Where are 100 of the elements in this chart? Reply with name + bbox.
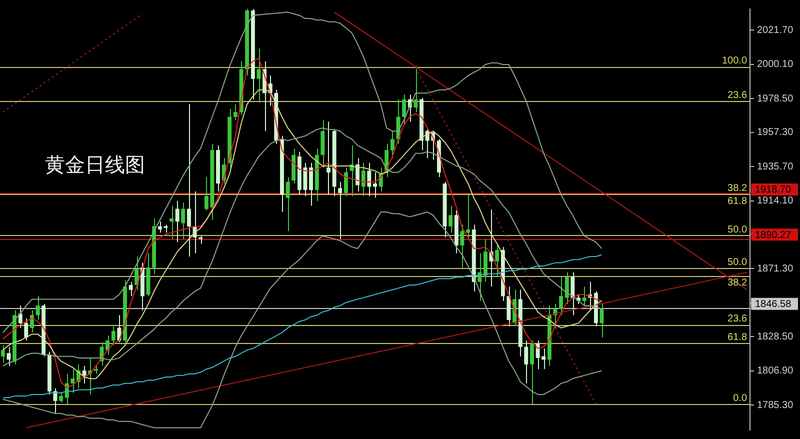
candlestick <box>262 60 266 132</box>
candlestick <box>373 172 377 198</box>
candlestick <box>128 281 133 297</box>
y-tick-label: 1871.30 <box>757 263 794 274</box>
candlestick <box>478 252 482 302</box>
candlestick <box>216 144 220 192</box>
candlestick <box>344 167 348 197</box>
candlestick <box>36 296 40 320</box>
candlestick <box>408 94 412 122</box>
y-tick-label: 1785.30 <box>757 400 794 411</box>
candlestick <box>378 167 383 192</box>
candlestick <box>24 318 28 342</box>
annotation: 38.2 <box>728 183 748 194</box>
candlestick <box>175 200 180 243</box>
candlestick <box>187 104 191 257</box>
candlestick <box>431 130 436 160</box>
annotation: 50.0 <box>728 256 748 268</box>
candlestick <box>448 205 452 234</box>
candlestick <box>251 9 255 100</box>
candlestick <box>518 289 522 357</box>
candlestick <box>12 310 16 365</box>
candlestick <box>338 181 342 240</box>
candlestick <box>170 205 174 240</box>
candlestick <box>146 252 150 297</box>
candlestick <box>309 162 313 206</box>
candlestick <box>396 98 400 144</box>
annotation: 0.0 <box>733 393 748 404</box>
ref-line-label: 1890.27 <box>755 230 792 241</box>
candlestick <box>181 202 186 240</box>
candlestick <box>570 272 575 316</box>
candlestick <box>303 162 308 197</box>
annotation: 23.6 <box>728 90 748 102</box>
candlestick <box>530 340 534 404</box>
candlestick <box>425 129 430 159</box>
candlestick <box>495 243 499 278</box>
candlestick <box>553 304 558 328</box>
candlestick <box>234 104 238 121</box>
candlestick <box>1 344 5 364</box>
candlestick <box>134 256 139 290</box>
candlestick <box>274 89 278 144</box>
y-tick-label: 1957.30 <box>757 127 794 138</box>
candlestick <box>82 365 86 384</box>
candlestick <box>158 221 162 234</box>
candlestick <box>280 135 284 213</box>
y-tick-label: 2000.10 <box>757 59 794 70</box>
candlestick <box>524 340 528 384</box>
annotation: 61.8 <box>728 332 748 343</box>
annotation: 100.0 <box>722 56 748 67</box>
candlestick <box>460 224 464 268</box>
annotation: 50.0 <box>728 224 748 236</box>
candlestick <box>117 314 122 343</box>
annotation: 23.6 <box>728 314 748 325</box>
candlestick <box>228 108 232 168</box>
candlestick <box>100 342 104 366</box>
candlestick <box>542 348 546 370</box>
candlestick <box>564 272 569 305</box>
ref-line-label: 1846.58 <box>755 299 792 310</box>
candlestick <box>88 357 92 395</box>
candlestick <box>512 289 516 327</box>
candlestick <box>576 294 580 305</box>
candlestick <box>314 148 319 202</box>
candlestick <box>140 262 144 311</box>
candlestick <box>506 286 511 327</box>
candlestick <box>384 143 389 178</box>
candlestick <box>18 305 22 328</box>
candlestick <box>442 181 447 238</box>
candlestick <box>59 392 63 403</box>
annotation: 61.8 <box>728 196 748 208</box>
candlestick <box>53 388 58 414</box>
text: 黄金日线图 <box>45 154 145 177</box>
candlestick <box>414 66 418 113</box>
candlestick <box>472 224 476 292</box>
candlestick <box>286 176 290 232</box>
candlestick <box>326 121 330 196</box>
candlestick <box>420 97 424 151</box>
y-tick-label: 1978.50 <box>757 93 794 104</box>
candlestick <box>152 218 156 274</box>
candlestick <box>256 48 261 104</box>
candlestick <box>192 190 197 254</box>
candlestick <box>489 208 494 288</box>
candlestick <box>466 192 470 240</box>
candlestick <box>350 144 354 197</box>
y-tick-label: 1806.90 <box>757 366 794 377</box>
candlestick <box>600 304 604 338</box>
candlestick <box>361 162 366 197</box>
y-tick-label: 2021.70 <box>757 24 794 36</box>
candlestick <box>298 151 302 196</box>
y-tick-label: 1914.10 <box>757 196 794 207</box>
ref-line-label: 1918.70 <box>755 184 792 196</box>
candlestick <box>367 162 372 197</box>
candlestick <box>402 94 406 126</box>
candlestick <box>268 75 272 106</box>
candlestick <box>6 346 11 366</box>
candlestick <box>332 129 336 197</box>
candlestick <box>64 373 69 404</box>
candlestick <box>70 368 75 394</box>
candlestick <box>222 158 226 184</box>
y-tick-label: 1935.70 <box>757 161 794 172</box>
candlestick <box>390 130 394 159</box>
y-tick-label: 1828.50 <box>757 331 794 342</box>
